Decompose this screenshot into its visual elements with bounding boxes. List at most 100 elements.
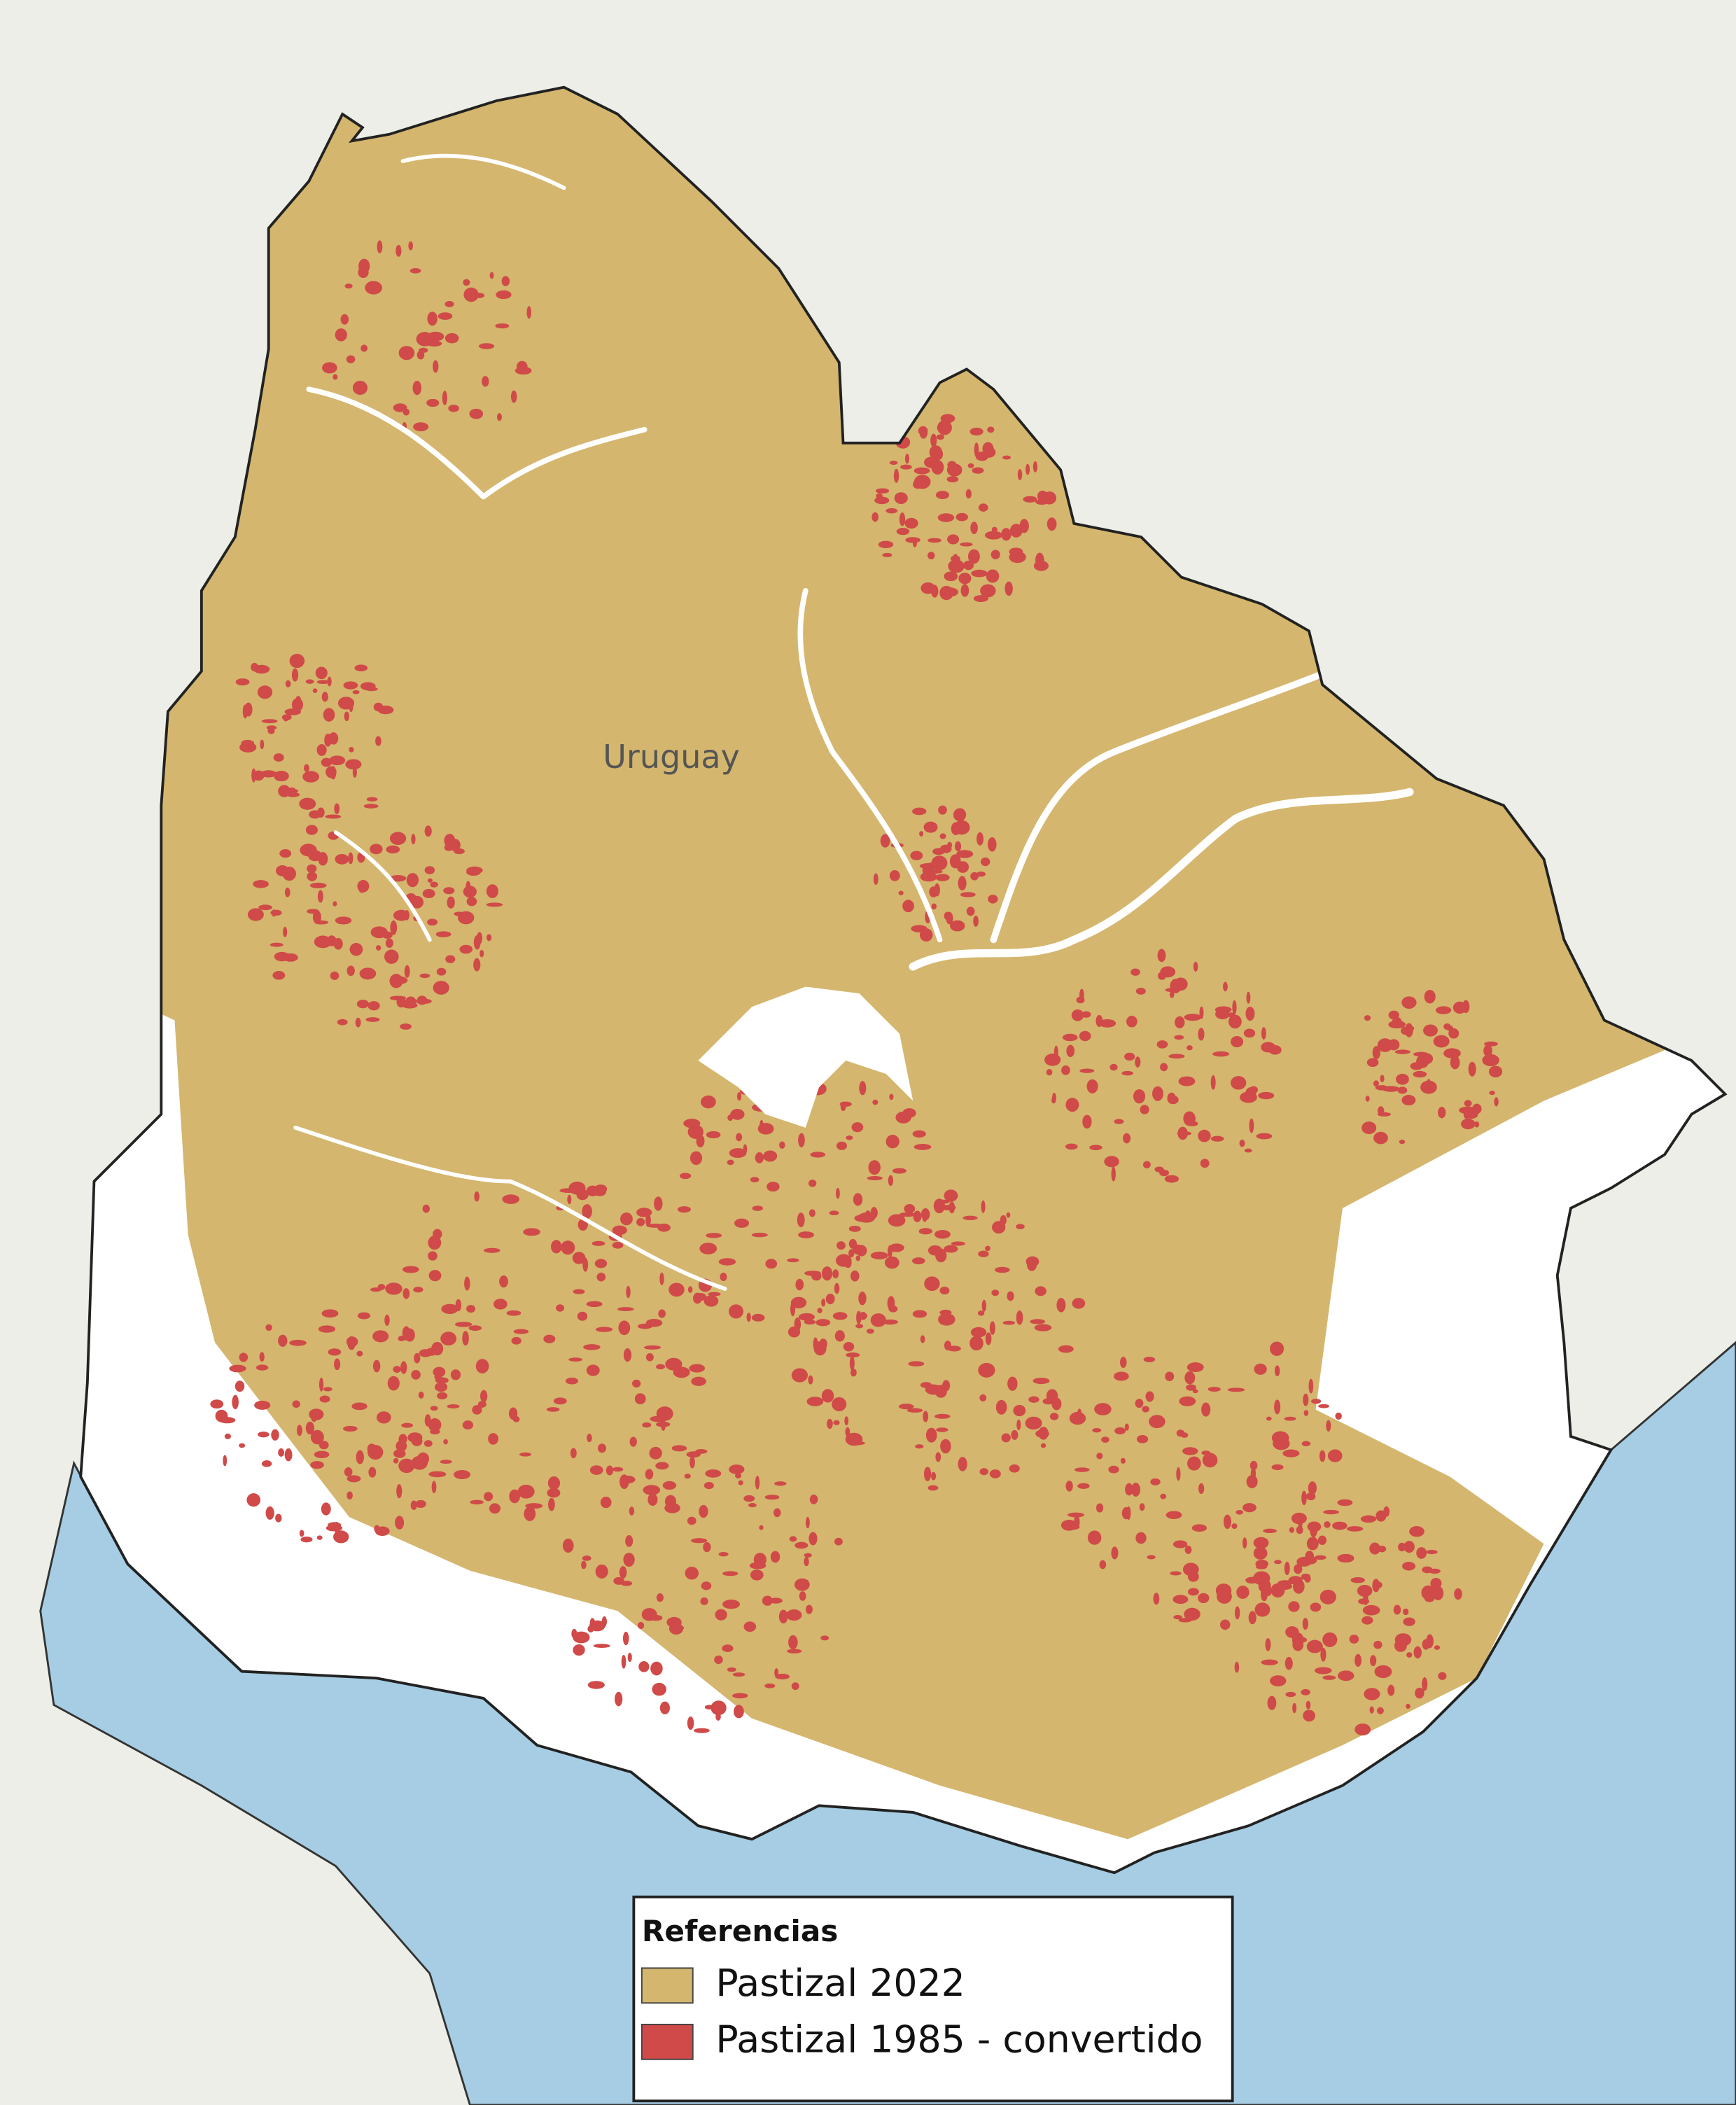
converted-patch: [1153, 1593, 1160, 1605]
converted-patch: [1187, 1588, 1199, 1596]
converted-patch: [400, 1023, 412, 1030]
converted-patch: [1245, 1087, 1256, 1100]
converted-patch: [359, 967, 377, 980]
converted-patch: [321, 1309, 339, 1318]
converted-patch: [1443, 1023, 1451, 1030]
converted-patch: [715, 1609, 727, 1621]
converted-patch: [1135, 1399, 1144, 1408]
converted-patch: [1433, 1035, 1450, 1048]
converted-patch: [710, 1700, 727, 1716]
converted-patch: [1065, 1143, 1078, 1150]
converted-patch: [1210, 1075, 1216, 1090]
converted-patch: [1242, 1537, 1247, 1549]
converted-patch: [273, 753, 284, 762]
converted-patch: [808, 1375, 813, 1385]
converted-patch: [506, 1310, 522, 1316]
converted-patch: [307, 864, 317, 873]
converted-patch: [743, 1144, 748, 1154]
converted-patch: [804, 1557, 809, 1567]
converted-patch: [1044, 1054, 1061, 1066]
converted-patch: [973, 915, 979, 927]
converted-patch: [893, 468, 899, 483]
converted-patch: [629, 1436, 637, 1447]
converted-patch: [278, 1448, 285, 1457]
converted-patch: [902, 900, 914, 913]
converted-patch: [318, 1325, 336, 1333]
converted-patch: [804, 1271, 822, 1276]
converted-patch: [1409, 1525, 1424, 1537]
converted-patch: [1401, 1026, 1413, 1035]
converted-patch: [1424, 989, 1436, 1004]
converted-patch: [553, 1397, 567, 1405]
converted-patch: [247, 908, 264, 921]
converted-patch: [953, 808, 967, 822]
converted-patch: [621, 1654, 626, 1669]
converted-patch: [586, 1364, 600, 1376]
converted-patch: [1135, 987, 1146, 995]
converted-patch: [1273, 1436, 1290, 1450]
converted-patch: [888, 1175, 894, 1187]
converted-patch: [410, 268, 421, 274]
converted-patch: [722, 1600, 740, 1609]
converted-patch: [859, 1081, 867, 1096]
converted-patch: [242, 704, 248, 719]
converted-patch: [985, 1245, 990, 1252]
converted-patch: [664, 1495, 677, 1509]
converted-patch: [701, 1581, 712, 1590]
converted-patch: [971, 569, 988, 578]
converted-patch: [1065, 1098, 1079, 1112]
converted-patch: [1184, 1014, 1202, 1021]
converted-patch: [1046, 1068, 1053, 1076]
converted-patch: [442, 391, 447, 405]
converted-patch: [622, 1631, 629, 1646]
converted-patch: [939, 1287, 950, 1295]
converted-patch: [419, 1349, 432, 1357]
converted-patch: [691, 1376, 706, 1386]
converted-patch: [251, 768, 256, 783]
converted-patch: [1187, 1456, 1201, 1471]
converted-patch: [314, 1450, 330, 1459]
converted-patch: [934, 883, 940, 897]
converted-patch: [486, 934, 492, 942]
converted-patch: [958, 573, 972, 585]
converted-patch: [967, 463, 974, 468]
converted-patch: [1454, 1588, 1462, 1600]
converted-patch: [1001, 528, 1011, 541]
converted-patch: [734, 1705, 744, 1719]
converted-patch: [358, 258, 370, 274]
converted-patch: [310, 1461, 324, 1469]
converted-patch: [1135, 1532, 1147, 1544]
converted-patch: [1160, 1063, 1168, 1072]
converted-patch: [1169, 991, 1175, 998]
converted-patch: [808, 1209, 816, 1217]
converted-patch: [484, 1492, 493, 1502]
converted-patch: [443, 887, 455, 895]
converted-patch: [989, 1321, 995, 1335]
converted-patch: [846, 1135, 853, 1140]
converted-patch: [925, 865, 934, 873]
converted-patch: [944, 1189, 958, 1202]
converted-patch: [1002, 1320, 1016, 1325]
converted-patch: [316, 1535, 323, 1540]
converted-patch: [581, 1560, 587, 1569]
converted-patch: [912, 1257, 925, 1265]
converted-patch: [939, 833, 946, 839]
converted-patch: [308, 850, 322, 862]
converted-patch: [1150, 1478, 1161, 1485]
converted-patch: [385, 1282, 402, 1295]
converted-patch: [474, 1191, 479, 1202]
converted-patch: [357, 1312, 371, 1320]
converted-patch: [258, 904, 272, 911]
converted-patch: [479, 949, 484, 958]
country-label: Uruguay: [603, 738, 740, 776]
converted-patch: [1422, 1639, 1430, 1650]
converted-patch: [344, 1467, 353, 1477]
converted-patch: [1372, 1579, 1380, 1593]
converted-patch: [751, 1313, 765, 1322]
converted-patch: [1303, 1393, 1309, 1406]
converted-patch: [261, 719, 278, 724]
converted-patch: [600, 1496, 612, 1509]
converted-patch: [876, 493, 883, 499]
converted-patch: [1306, 1700, 1311, 1709]
converted-patch: [1152, 1086, 1163, 1101]
